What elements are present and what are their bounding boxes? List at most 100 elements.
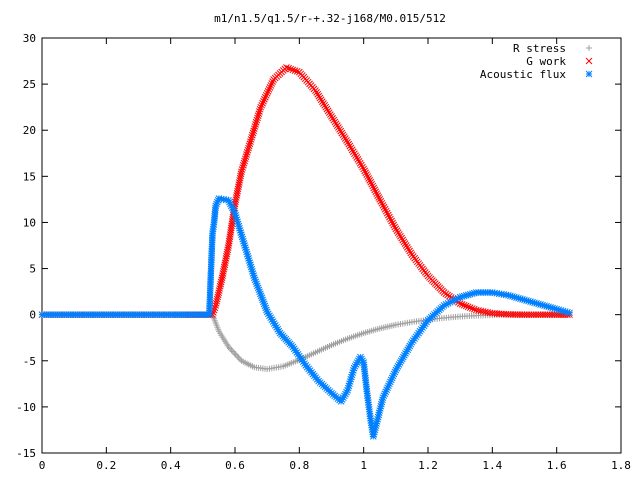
series-r-stress-point (231, 350, 238, 357)
series-g-work-point (250, 127, 258, 135)
series-g-work-point (384, 211, 392, 219)
series-g-work-point (386, 213, 393, 221)
x-tick-label: 1 (360, 459, 367, 472)
series-g-work-point (367, 178, 375, 186)
series-acoustic-flux-point (454, 294, 462, 302)
series-g-work-point (269, 78, 277, 85)
series-g-work-point (464, 303, 472, 311)
series-g-work-point (215, 289, 223, 297)
series-g-work-point (254, 112, 262, 120)
series-g-work-point (470, 305, 478, 313)
series-g-work-point (377, 198, 385, 205)
series-g-work-point (387, 215, 394, 223)
x-tick-label: 1.4 (482, 459, 502, 472)
series-g-work-point (213, 297, 221, 305)
series-g-work-point (373, 190, 381, 198)
series-g-work-point (468, 305, 476, 312)
series-g-work-point (389, 219, 396, 227)
series-g-work-point (252, 118, 260, 126)
series-acoustic-flux-point (359, 357, 366, 365)
series-r-stress-point (229, 348, 236, 355)
series-g-work-point (212, 302, 220, 309)
y-tick-label: 25 (23, 78, 36, 91)
series-g-work-point (257, 103, 265, 111)
series-g-work-point (214, 291, 222, 299)
series-g-work-point (216, 282, 224, 290)
series-g-work-point (256, 108, 263, 115)
series-g-work-point (265, 86, 273, 93)
series-g-work-point (247, 138, 254, 145)
y-tick-label: 10 (23, 216, 36, 229)
series-g-work-point (238, 168, 245, 176)
x-tick-label: 0.6 (225, 459, 245, 472)
series-g-work-point (355, 157, 363, 165)
y-tick-label: 0 (29, 309, 36, 322)
series-g-work-point (390, 221, 398, 229)
series-g-work-point (217, 280, 225, 288)
series-g-work-point (348, 146, 356, 154)
plot-frame (41, 37, 622, 454)
legend-marker (586, 45, 592, 51)
series-g-work-point (376, 196, 384, 203)
series-g-work-point (346, 142, 354, 150)
y-tick-label: 30 (23, 32, 36, 45)
series-g-work-point (287, 65, 295, 73)
series-g-work-point (293, 68, 301, 75)
series-g-work-point (354, 156, 362, 163)
y-tick-label: -15 (16, 447, 36, 460)
series-g-work-point (285, 64, 292, 72)
series-g-work-point (215, 287, 223, 294)
series-g-work-point (374, 192, 382, 199)
series-g-work-point (245, 144, 252, 152)
legend-label: Acoustic flux (480, 68, 566, 81)
series-g-work-point (237, 170, 245, 178)
series-r-stress-point (234, 353, 241, 360)
series-g-work-point (462, 302, 470, 310)
series-g-work-point (365, 175, 373, 182)
series-g-work-point (289, 66, 297, 74)
series-g-work-point (391, 223, 399, 231)
series-r-stress-point (228, 347, 235, 354)
x-tick-label: 0.2 (96, 459, 116, 472)
x-tick-label: 0.8 (289, 459, 309, 472)
series-acoustic-flux-point (274, 325, 282, 333)
series-g-work-point (240, 161, 247, 169)
axis-ticks: 0 0.2 0.4 0.6 0.8 1 1.2 1.4 1.6 1.8 -15 -10 -5 0 5 10 15… (16, 32, 631, 472)
series-g-work-point (366, 177, 374, 184)
series-g-work-point (352, 152, 359, 159)
series-g-work-point (356, 159, 364, 167)
x-tick-label: 1.2 (418, 459, 438, 472)
series-g-work-point (267, 82, 275, 89)
series-g-work-point (353, 154, 361, 161)
x-tick-label: 1.6 (547, 459, 567, 472)
series-g-work-point (378, 199, 386, 207)
series-g-work-point (466, 304, 474, 311)
series-g-work-point (351, 150, 358, 158)
legend-label: R stress (513, 42, 566, 55)
series-g-work-point (382, 207, 390, 215)
series-g-work-point (217, 278, 225, 286)
series-g-work-point (253, 116, 261, 124)
series-g-work-point (258, 101, 266, 109)
series-g-work-point (242, 153, 250, 161)
series-g-work-point (263, 89, 271, 97)
series-g-work-point (249, 131, 256, 139)
series-g-work-point (216, 285, 224, 292)
series-g-work-point (247, 136, 255, 143)
series-g-work-point (268, 80, 276, 87)
x-tick-label: 1.8 (611, 459, 631, 472)
series-g-work-point (388, 217, 395, 225)
legend-label: G work (526, 55, 566, 68)
series-g-work-point (364, 173, 372, 180)
series-g-work-point (368, 180, 376, 188)
series-g-work-point (238, 166, 246, 173)
series-g-work-point (358, 161, 365, 169)
series-g-work-point (262, 91, 270, 99)
series-g-work-point (379, 201, 387, 209)
series-g-work-point (213, 295, 221, 303)
y-tick-label: -10 (16, 401, 36, 414)
series-g-work-point (243, 151, 250, 158)
series-g-work-point (254, 114, 261, 122)
series-g-work-point (460, 301, 468, 309)
